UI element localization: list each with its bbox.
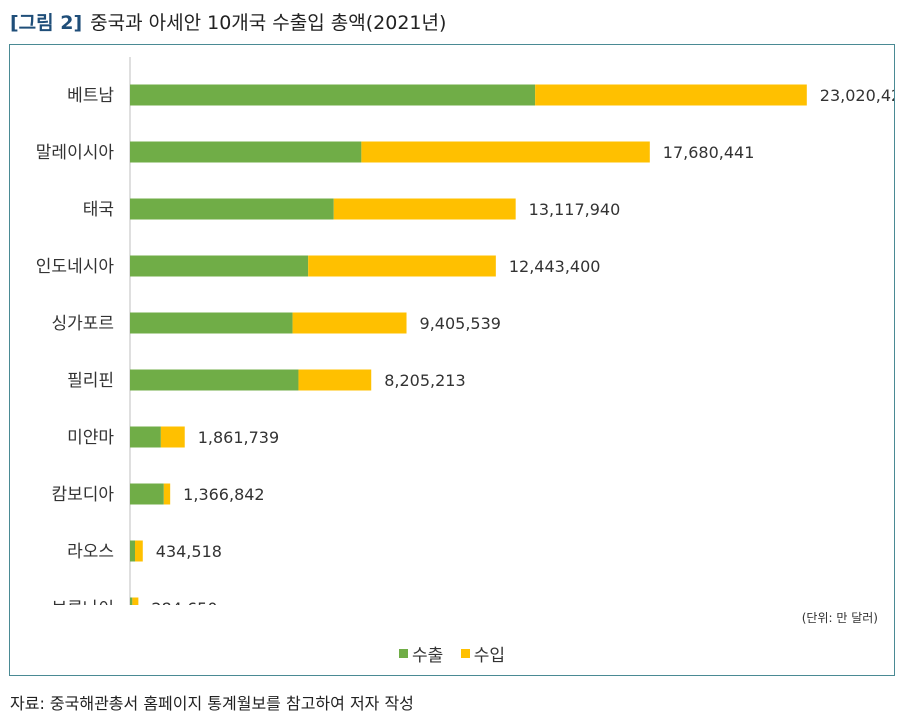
- category-label: 베트남: [67, 86, 114, 106]
- category-label: 태국: [83, 200, 114, 220]
- legend-label-import: 수입: [473, 646, 505, 666]
- bar-import: [163, 483, 171, 505]
- category-label: 미얀마: [67, 428, 114, 448]
- bar-export: [130, 597, 133, 605]
- legend-swatch-import: [460, 649, 470, 658]
- category-label: 인도네시아: [36, 257, 115, 277]
- figure-title: [그림 2] 중국과 아세안 10개국 수출입 총액(2021년): [10, 8, 446, 35]
- total-value-label: 9,405,539: [420, 314, 501, 333]
- total-value-label: 17,680,441: [663, 143, 755, 162]
- total-value-label: 1,366,842: [183, 485, 264, 504]
- chart-legend: 수출 수입: [10, 641, 894, 666]
- total-value-label: 13,117,940: [529, 200, 621, 219]
- bar-export: [130, 198, 334, 220]
- bar-chart: 베트남 23,020,424 말레이시아 17,680,441 태국 13,117,940…: [36, 57, 894, 605]
- figure-tag: [그림 2]: [10, 12, 83, 34]
- category-label: 말레이시아: [36, 143, 115, 163]
- total-value-label: 8,205,213: [384, 371, 465, 390]
- bar-import: [132, 597, 139, 605]
- chart-frame: 베트남 23,020,424 말레이시아 17,680,441 태국 13,117,940…: [9, 44, 895, 676]
- bar-export: [130, 369, 299, 391]
- legend-item-import: 수입: [460, 641, 505, 666]
- bar-export: [130, 312, 293, 334]
- bar-export: [130, 426, 161, 448]
- category-label: 필리핀: [67, 371, 114, 391]
- category-label: 캄보디아: [51, 485, 114, 505]
- bar-import: [134, 540, 143, 562]
- total-value-label: 434,518: [156, 542, 222, 561]
- source-note: 자료: 중국해관총서 홈페이지 통계월보를 참고하여 저자 작성: [10, 694, 414, 713]
- figure-title-text: 중국과 아세안 10개국 수출입 총액(2021년): [90, 12, 447, 34]
- legend-swatch-export: [399, 649, 409, 658]
- total-value-label: 23,020,424: [820, 86, 894, 105]
- legend-item-export: 수출: [399, 641, 443, 666]
- bar-import: [298, 369, 372, 391]
- total-value-label: 1,861,739: [198, 428, 279, 447]
- bar-import: [292, 312, 407, 334]
- total-value-label: 12,443,400: [509, 257, 601, 276]
- total-value-label: 284,650: [151, 599, 217, 605]
- bar-export: [130, 141, 362, 163]
- bar-export: [130, 255, 309, 277]
- bar-import: [308, 255, 496, 277]
- category-label: 브루나이: [51, 599, 114, 605]
- bar-import: [333, 198, 516, 220]
- bar-export: [130, 84, 536, 106]
- bar-export: [130, 540, 135, 562]
- category-label: 싱가포르: [51, 314, 114, 334]
- bar-import: [160, 426, 185, 448]
- category-label: 라오스: [67, 542, 114, 562]
- bar-export: [130, 483, 164, 505]
- bar-import: [361, 141, 650, 163]
- unit-note: (단위: 만 달러): [801, 611, 878, 625]
- legend-label-export: 수출: [412, 646, 444, 666]
- bar-import: [535, 84, 807, 106]
